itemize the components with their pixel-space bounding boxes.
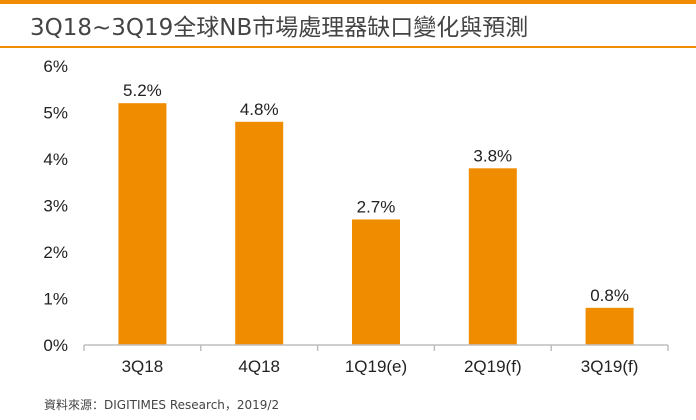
bar [468,168,517,345]
y-tick-label: 4% [43,150,68,169]
y-tick-label: 3% [43,197,68,216]
y-tick-label: 5% [43,104,68,123]
title-underline [0,46,696,48]
x-tick-label: 3Q19(f) [581,357,639,376]
y-tick-label: 6% [43,57,68,76]
x-tick-label: 3Q18 [122,357,164,376]
bar [118,103,167,345]
top-accent-rule [0,0,696,4]
x-tick-label: 2Q19(f) [464,357,522,376]
data-label: 0.8% [590,286,629,305]
y-tick-label: 1% [43,290,68,309]
bar [235,121,284,345]
bars [118,103,634,345]
source-note: 資料來源：DIGITIMES Research，2019/2 [44,398,280,412]
data-label: 4.8% [240,100,279,119]
bar [352,219,400,345]
data-label: 5.2% [123,81,162,100]
x-axis: 3Q18 4Q18 1Q19(e) 2Q19(f) 3Q19(f) [83,344,669,376]
y-tick-label: 0% [43,336,68,355]
x-tick-label: 4Q18 [238,357,280,376]
bar [585,307,634,345]
data-labels: 5.2% 4.8% 2.7% 3.8% 0.8% [123,81,629,305]
y-axis: 0% 1% 2% 3% 4% 5% 6% [43,57,68,355]
data-label: 2.7% [357,197,396,216]
y-tick-label: 2% [43,243,68,262]
x-tick-label: 1Q19(e) [345,357,407,376]
data-label: 3.8% [473,146,512,165]
chart-title: 3Q18~3Q19全球NB市場處理器缺口變化與預測 [30,15,529,41]
